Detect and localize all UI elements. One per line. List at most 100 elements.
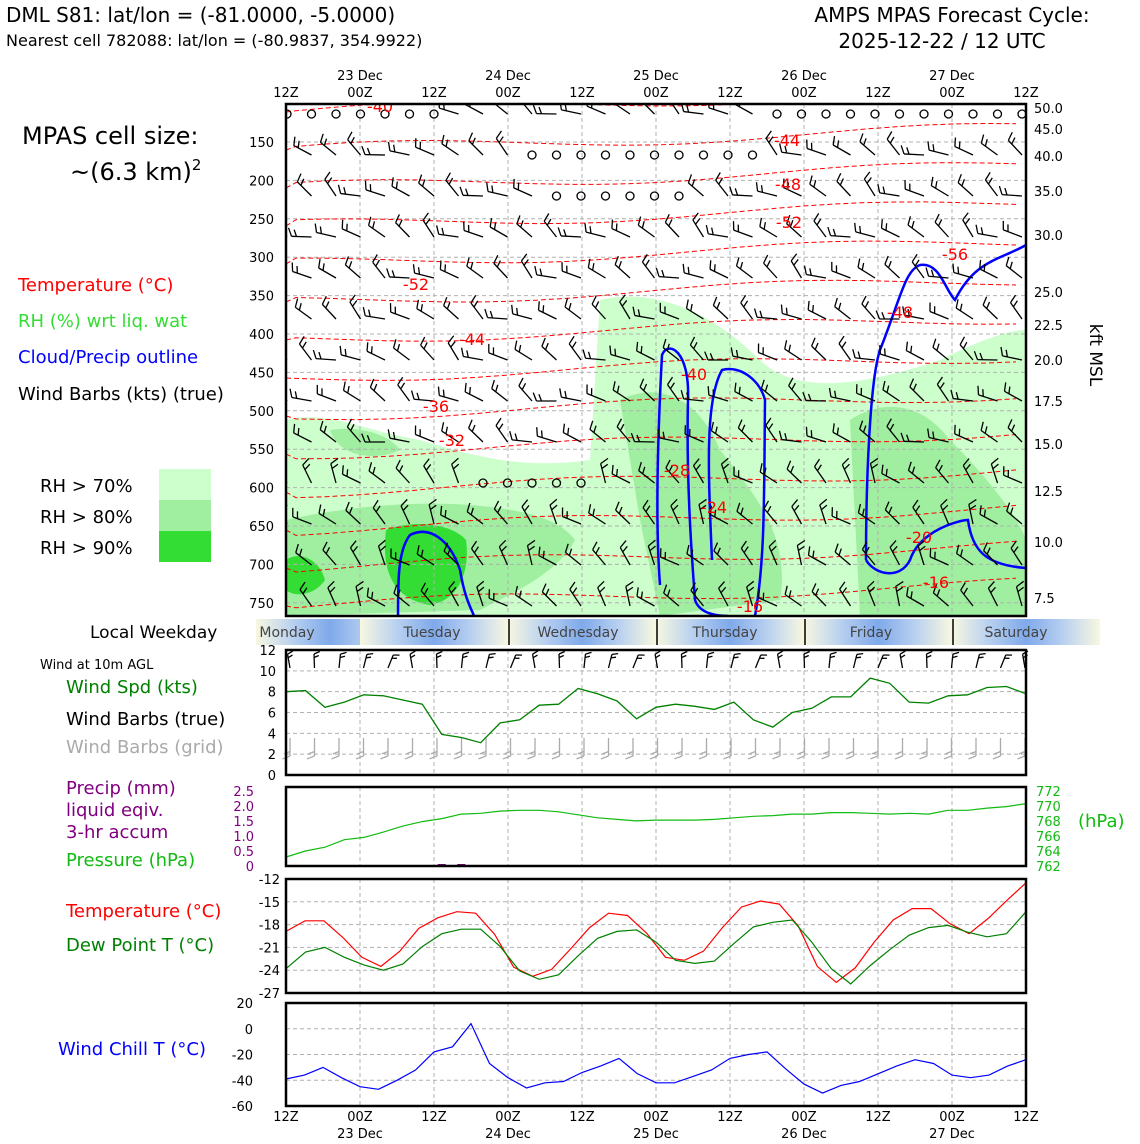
- barb-staff: [659, 277, 679, 278]
- barb-flag: [320, 134, 323, 143]
- barb-flag: [544, 214, 549, 222]
- barb-flag: [833, 229, 835, 236]
- barb-flag: [533, 651, 538, 654]
- temperature-contour: [286, 241, 1016, 264]
- top-hour-label: 00Z: [791, 86, 817, 101]
- barb-flag: [496, 131, 501, 138]
- upper-wind-barb: [469, 133, 483, 155]
- barb-flag: [275, 181, 277, 188]
- upper-wind-barb: [878, 184, 900, 196]
- upper-wind-barb: [807, 139, 826, 155]
- upper-wind-barb: [737, 257, 753, 278]
- upper-wind-barb: [901, 145, 924, 155]
- temperature-contour-label: -48: [887, 303, 913, 322]
- wind10-true-barb: [1001, 655, 1013, 668]
- barb-flag: [953, 264, 954, 273]
- barb-staff: [369, 226, 385, 237]
- barb-flag: [691, 304, 692, 311]
- barb-staff: [858, 267, 875, 278]
- upper-air-panel: -40-44-48-52-56-52-48-44-40-36-32-28-24-…: [249, 84, 1063, 616]
- barb-flag: [494, 255, 498, 263]
- barb-staff: [396, 223, 410, 237]
- upper-wind-barb: [642, 254, 654, 278]
- barb-flag: [472, 425, 475, 432]
- barb-flag: [295, 391, 296, 398]
- barb-flag: [842, 342, 846, 348]
- calm-wind-circle: [920, 110, 928, 118]
- barb-flag: [810, 268, 811, 275]
- barb-flag: [627, 752, 633, 754]
- upper-wind-barb: [858, 259, 875, 278]
- upper-wind-barb: [716, 173, 728, 196]
- legend-rh: RH (%) wrt liq. wat: [18, 311, 187, 332]
- top-hour-label: 12Z: [569, 86, 595, 101]
- barb-flag: [615, 349, 616, 356]
- barb-staff: [963, 220, 973, 237]
- barb-flag: [978, 386, 979, 395]
- barb-flag: [515, 433, 517, 440]
- barb-staff: [512, 440, 532, 442]
- barb-flag: [413, 264, 414, 273]
- barb-flag: [274, 551, 275, 558]
- upper-wind-barb: [492, 380, 508, 401]
- barb-flag: [411, 655, 415, 658]
- upper-wind-barb: [533, 393, 556, 401]
- calm-wind-circle: [773, 110, 781, 118]
- upper-wind-barb: [462, 348, 483, 360]
- upper-wind-barb: [810, 176, 826, 196]
- barb-flag: [601, 756, 609, 759]
- barb-flag: [944, 756, 952, 759]
- calm-wind-circle: [675, 151, 683, 159]
- barb-flag: [589, 352, 591, 359]
- barb-flag: [682, 656, 687, 658]
- barb-staff: [268, 436, 287, 442]
- barb-staff: [837, 181, 851, 196]
- upper-wind-barb: [558, 227, 581, 237]
- barb-staff: [469, 428, 483, 442]
- barb-staff: [322, 304, 336, 319]
- upper-wind-barb: [668, 90, 679, 114]
- pressure-tick-label: 350: [249, 290, 274, 305]
- kft-tick-label: 25.0: [1034, 286, 1063, 301]
- upper-wind-barb: [444, 297, 459, 319]
- barb-flag: [447, 302, 450, 309]
- barb-flag: [789, 345, 790, 352]
- barb-flag: [682, 652, 688, 654]
- barb-flag: [617, 469, 618, 476]
- barb-flag: [365, 181, 366, 190]
- upper-wind-barb: [317, 385, 336, 401]
- barb-flag: [454, 756, 462, 759]
- barb-flag: [294, 424, 295, 433]
- barb-flag: [542, 430, 543, 437]
- barb-flag: [590, 226, 591, 233]
- barb-flag: [921, 752, 927, 754]
- barb-flag: [786, 308, 787, 315]
- upper-wind-barb: [615, 256, 630, 278]
- barb-flag: [474, 301, 478, 307]
- barb-flag: [713, 297, 716, 305]
- barb-flag: [999, 186, 1002, 195]
- wind10-true-barb: [707, 652, 715, 668]
- barb-flag: [294, 137, 295, 146]
- upper-wind-barb: [956, 299, 973, 319]
- upper-wind-barb: [487, 183, 508, 196]
- barb-flag: [981, 227, 982, 234]
- barb-flag: [460, 187, 463, 195]
- barb-staff: [471, 303, 483, 319]
- barb-flag: [840, 179, 843, 185]
- barb-flag: [926, 268, 929, 277]
- barb-staff: [293, 271, 312, 278]
- hpa-unit: (hPa): [1078, 811, 1125, 832]
- upper-wind-barb: [460, 187, 483, 196]
- barb-flag: [345, 349, 346, 356]
- barb-flag: [828, 227, 831, 236]
- barb-flag: [671, 96, 675, 102]
- barb-flag: [931, 177, 933, 186]
- upper-wind-barb: [510, 431, 532, 442]
- barb-flag: [798, 752, 804, 754]
- top-hour-label: 12Z: [421, 86, 447, 101]
- barb-flag: [462, 348, 464, 357]
- kft-tick-label: 12.5: [1034, 485, 1063, 500]
- upper-wind-barb: [905, 180, 924, 196]
- barb-flag: [846, 756, 854, 759]
